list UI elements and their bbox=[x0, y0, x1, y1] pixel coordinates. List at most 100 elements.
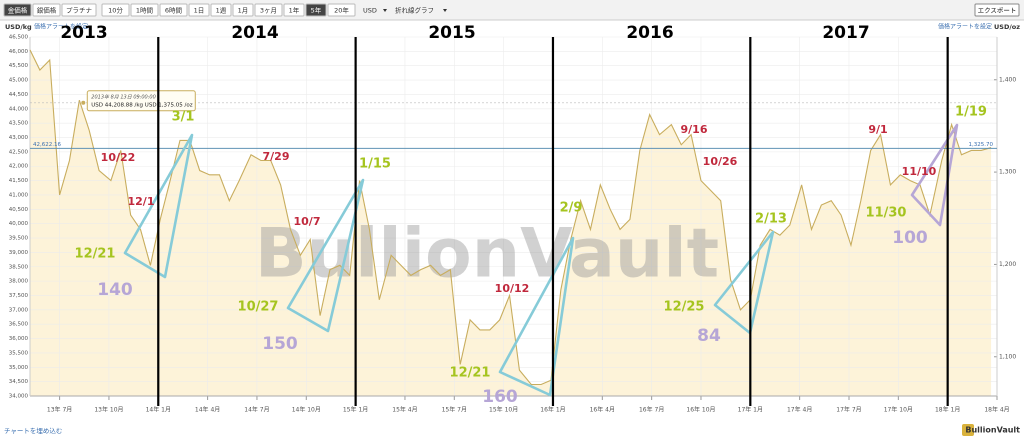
x-tick-label: 17年 1月 bbox=[738, 406, 763, 414]
toolbar-button[interactable] bbox=[305, 3, 327, 17]
toolbar-button-label[interactable]: 1週 bbox=[216, 6, 227, 15]
tooltip-point bbox=[81, 100, 86, 105]
toolbar-button[interactable] bbox=[130, 3, 159, 17]
toolbar-button-label[interactable]: 3ヶ月 bbox=[260, 7, 277, 15]
toolbar-button-label[interactable]: 20年 bbox=[334, 6, 349, 15]
y-tick-label: 38,500 bbox=[9, 264, 29, 270]
current-price-oz: 1,325.70 bbox=[969, 142, 994, 148]
x-tick-label: 15年 4月 bbox=[392, 406, 417, 414]
embed-link[interactable]: チャートを埋め込む bbox=[4, 426, 62, 435]
y-tick-label: 44,000 bbox=[9, 106, 29, 112]
gap-label: 150 bbox=[262, 334, 298, 354]
toolbar-button[interactable] bbox=[327, 3, 356, 17]
brand-name: BullionVault bbox=[965, 426, 1020, 435]
y-tick-label: 39,500 bbox=[9, 236, 29, 242]
tooltip-box bbox=[86, 90, 196, 112]
year-label: 2015 bbox=[428, 23, 475, 43]
y-tick-label: 36,500 bbox=[9, 322, 29, 328]
trend-triangle bbox=[498, 236, 575, 397]
toolbar-button-label[interactable]: 金価格 bbox=[8, 6, 28, 15]
watermark: BullionVault bbox=[255, 215, 719, 294]
gap-label: 100 bbox=[892, 228, 928, 248]
toolbar-button[interactable] bbox=[159, 3, 188, 17]
trough-label: 1/15 bbox=[359, 157, 391, 172]
year-label: 2014 bbox=[231, 23, 278, 43]
toolbar-button[interactable] bbox=[283, 3, 305, 17]
toolbar-button[interactable] bbox=[210, 3, 232, 17]
x-tick-label: 16年 7月 bbox=[639, 406, 664, 414]
y-tick-label: 46,500 bbox=[9, 35, 29, 41]
toolbar-button-label[interactable]: プラチナ bbox=[66, 7, 92, 15]
peak-label: 9/16 bbox=[681, 123, 708, 136]
y-tick-label: 37,000 bbox=[9, 307, 29, 313]
toolbar-button-label[interactable]: 1時間 bbox=[136, 7, 153, 15]
peak-label: 10/7 bbox=[294, 215, 321, 228]
y-unit: USD/kg bbox=[5, 23, 32, 31]
chart-style-select[interactable]: 折れ線グラフ bbox=[395, 6, 434, 15]
toolbar-button[interactable] bbox=[254, 3, 283, 17]
peak-label: 10/12 bbox=[495, 282, 530, 295]
x-tick-label: 16年 1月 bbox=[540, 406, 565, 414]
toolbar-button-label[interactable]: 5年 bbox=[311, 6, 322, 15]
y-tick-label: 41,500 bbox=[9, 178, 29, 184]
x-tick-label: 14年 1月 bbox=[146, 406, 171, 414]
y-tick-label: 34,500 bbox=[9, 379, 29, 385]
y-tick-label: 34,000 bbox=[9, 394, 29, 400]
peak-label: 10/26 bbox=[703, 155, 738, 168]
trough-label: 2/9 bbox=[560, 201, 583, 216]
y2-unit: USD/oz bbox=[994, 23, 1020, 31]
year-label: 2013 bbox=[60, 23, 107, 43]
peak-label: 12/1 bbox=[128, 195, 155, 208]
tooltip-detail: USD 44,208.88 /kg USD 1,375.05 /oz bbox=[91, 102, 192, 108]
gap-label: 84 bbox=[697, 326, 721, 346]
x-tick-label: 16年 4月 bbox=[590, 406, 615, 414]
y2-tick-label: 1,300 bbox=[999, 169, 1016, 176]
currency-select[interactable]: USD bbox=[363, 7, 377, 15]
x-tick-label: 13年 10月 bbox=[94, 406, 123, 414]
y2-tick-label: 1,100 bbox=[999, 353, 1016, 360]
x-tick-label: 17年 10月 bbox=[884, 406, 913, 414]
y-tick-label: 39,000 bbox=[9, 250, 29, 256]
toolbar-button[interactable] bbox=[3, 3, 32, 17]
x-tick-label: 15年 7月 bbox=[442, 406, 467, 414]
y-tick-label: 35,000 bbox=[9, 365, 29, 371]
toolbar-button-label[interactable]: 1月 bbox=[238, 7, 249, 15]
year-label: 2016 bbox=[626, 23, 673, 43]
y2-tick-label: 1,200 bbox=[999, 261, 1016, 268]
toolbar-button-label[interactable]: 1日 bbox=[194, 7, 205, 15]
x-tick-label: 13年 7月 bbox=[47, 406, 72, 414]
price-alert-link[interactable]: 価格アラートを設定 bbox=[34, 23, 88, 31]
toolbar-button[interactable] bbox=[101, 3, 130, 17]
y-tick-label: 40,000 bbox=[9, 221, 29, 227]
toolbar-button[interactable] bbox=[32, 3, 61, 17]
gap-label: 160 bbox=[482, 387, 518, 407]
toolbar-button[interactable] bbox=[61, 3, 97, 17]
x-tick-label: 14年 7月 bbox=[244, 406, 269, 414]
y-tick-label: 42,000 bbox=[9, 164, 29, 170]
toolbar-button[interactable] bbox=[188, 3, 210, 17]
gap-label: 140 bbox=[97, 280, 133, 300]
dropdown-arrow bbox=[383, 9, 387, 12]
toolbar-button-label[interactable]: 1年 bbox=[289, 6, 300, 15]
trough-label: 1/19 bbox=[955, 105, 987, 120]
toolbar-button[interactable] bbox=[232, 3, 254, 17]
toolbar-button-label[interactable]: 銀価格 bbox=[37, 6, 57, 15]
export-label[interactable]: エクスポート bbox=[978, 7, 1017, 15]
y-tick-label: 44,500 bbox=[9, 92, 29, 98]
trough-label: 10/27 bbox=[238, 300, 279, 315]
export-button[interactable] bbox=[974, 3, 1020, 17]
year-label: 2017 bbox=[822, 23, 869, 43]
y-tick-label: 38,000 bbox=[9, 279, 29, 285]
y-tick-label: 36,000 bbox=[9, 336, 29, 342]
x-tick-label: 18年 4月 bbox=[984, 406, 1009, 414]
price-alert-link[interactable]: 価格アラートを設定 bbox=[938, 23, 992, 31]
trend-triangle bbox=[286, 178, 365, 333]
peak-label: 10/22 bbox=[101, 151, 136, 164]
y-tick-label: 41,000 bbox=[9, 192, 29, 198]
y-tick-label: 35,500 bbox=[9, 350, 29, 356]
toolbar-button-label[interactable]: 6時間 bbox=[165, 7, 182, 15]
toolbar-button-label[interactable]: 10分 bbox=[108, 6, 123, 15]
y-tick-label: 42,500 bbox=[9, 149, 29, 155]
x-tick-label: 17年 4月 bbox=[787, 406, 812, 414]
